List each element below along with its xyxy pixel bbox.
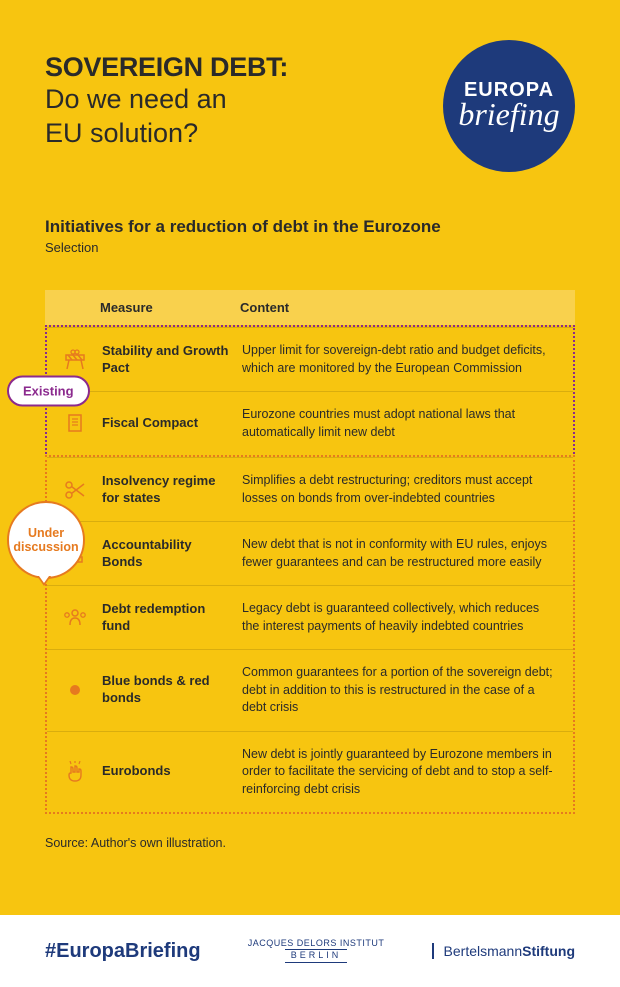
- title-line2: EU solution?: [45, 117, 443, 151]
- badge-line1: Under: [28, 526, 64, 540]
- header: SOVEREIGN DEBT: Do we need an EU solutio…: [45, 40, 575, 172]
- content-text: Common guarantees for a portion of the s…: [242, 664, 573, 717]
- measure-label: Stability and Growth Pact: [102, 343, 242, 377]
- col-measure: Measure: [100, 300, 240, 315]
- document-icon: [47, 413, 102, 435]
- group-existing: Existing Stability and Growth Pact Upper…: [45, 325, 575, 457]
- scissors-icon: [47, 479, 102, 501]
- source-text: Source: Author's own illustration.: [45, 836, 575, 850]
- subheading: Initiatives for a reduction of debt in t…: [45, 217, 575, 237]
- content-text: Eurozone countries must adopt national l…: [242, 406, 573, 441]
- logo-text-script: briefing: [458, 96, 559, 133]
- initiatives-table: Measure Content Existing Stability and G…: [45, 290, 575, 814]
- table-row: Blue bonds & red bonds Common guarantees…: [47, 649, 573, 731]
- people-icon: [47, 607, 102, 629]
- title-bold: SOVEREIGN DEBT:: [45, 52, 443, 83]
- europa-briefing-logo: EUROPA briefing: [443, 40, 575, 172]
- measure-label: Insolvency regime for states: [102, 473, 242, 507]
- content-text: Upper limit for sovereign-debt ratio and…: [242, 342, 573, 377]
- table-header: Measure Content: [45, 290, 575, 325]
- measure-label: Blue bonds & red bonds: [102, 673, 242, 707]
- table-row: Eurobonds New debt is jointly guaranteed…: [47, 731, 573, 813]
- title-line1: Do we need an: [45, 83, 443, 117]
- badge-line2: discussion: [13, 540, 78, 554]
- content-text: Simplifies a debt restructuring; credito…: [242, 472, 573, 507]
- table-row: Fiscal Compact Eurozone countries must a…: [47, 391, 573, 455]
- content-text: Legacy debt is guaranteed collectively, …: [242, 600, 573, 635]
- barrier-icon: [47, 349, 102, 371]
- selection-label: Selection: [45, 240, 575, 255]
- bert-light: Bertelsmann: [444, 943, 523, 959]
- jdi-top: JACQUES DELORS INSTITUT: [248, 939, 385, 949]
- jdi-bottom: BERLIN: [285, 949, 348, 963]
- measure-label: Fiscal Compact: [102, 415, 242, 432]
- hand-icon: [47, 761, 102, 783]
- measure-label: Eurobonds: [102, 763, 242, 780]
- dot-icon: [47, 683, 102, 697]
- measure-label: Debt redemption fund: [102, 601, 242, 635]
- table-row: Accountability Bonds New debt that is no…: [47, 521, 573, 585]
- jdi-logo: JACQUES DELORS INSTITUT BERLIN: [248, 939, 385, 963]
- group-discussion: Under discussion Insolvency regime for s…: [45, 455, 575, 814]
- title-block: SOVEREIGN DEBT: Do we need an EU solutio…: [45, 40, 443, 151]
- footer: #EuropaBriefing JACQUES DELORS INSTITUT …: [0, 915, 620, 987]
- bertelsmann-logo: BertelsmannStiftung: [432, 943, 575, 959]
- content-text: New debt is jointly guaranteed by Eurozo…: [242, 746, 573, 799]
- col-content: Content: [240, 300, 575, 315]
- measure-label: Accountability Bonds: [102, 537, 242, 571]
- badge-discussion: Under discussion: [7, 501, 85, 579]
- table-row: Stability and Growth Pact Upper limit fo…: [47, 327, 573, 391]
- badge-existing: Existing: [7, 376, 90, 407]
- bert-bold: Stiftung: [522, 943, 575, 959]
- table-row: Debt redemption fund Legacy debt is guar…: [47, 585, 573, 649]
- table-row: Insolvency regime for states Simplifies …: [47, 457, 573, 521]
- hashtag: #EuropaBriefing: [45, 940, 201, 963]
- content-text: New debt that is not in conformity with …: [242, 536, 573, 571]
